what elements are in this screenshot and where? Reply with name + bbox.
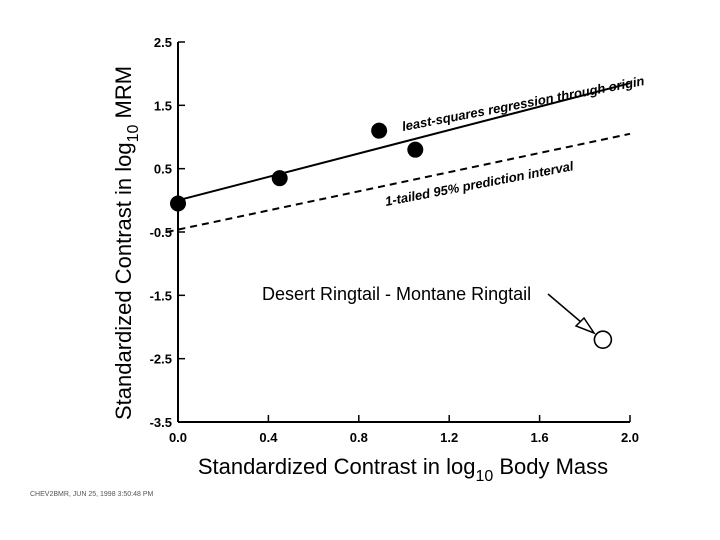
- outlier-label: Desert Ringtail - Montane Ringtail: [262, 284, 531, 304]
- y-tick-label: -3.5: [150, 415, 172, 430]
- y-tick-label: -1.5: [150, 288, 172, 303]
- data-point: [371, 122, 388, 139]
- y-axis-title-tail: MRM: [111, 66, 136, 125]
- y-axis-title: Standardized Contrast in log10 MRM: [111, 66, 142, 420]
- data-point: [407, 141, 424, 158]
- y-axis-title-subscript: 10: [125, 125, 142, 143]
- regression-line: [177, 82, 631, 202]
- x-axis-title-subscript: 10: [475, 468, 493, 485]
- x-axis-title-tail: Body Mass: [493, 454, 608, 479]
- x-tick-label: 2.0: [621, 430, 639, 445]
- y-tick-label: -0.5: [150, 225, 172, 240]
- data-point: [170, 195, 186, 212]
- footer-stamp: CHEV2BMR, JUN 25, 1998 3:50:48 PM: [30, 491, 154, 498]
- y-tick-label: 0.5: [154, 162, 172, 177]
- x-tick-label: 0.0: [169, 430, 187, 445]
- data-point: [271, 170, 288, 187]
- prediction-interval-line: [166, 132, 631, 233]
- prediction-interval-label: 1-tailed 95% prediction interval: [384, 158, 575, 209]
- x-axis-title: Standardized Contrast in log10 Body Mass: [198, 454, 608, 485]
- x-tick-label: 0.8: [350, 430, 368, 445]
- y-tick-label: -2.5: [150, 352, 172, 367]
- outlier-point: [593, 330, 613, 349]
- tick-layer: 2.5 1.5 0.5 -0.5 -1.5 -2.5 -3.50.0 0.4 0.8 1.2 1.6…: [150, 35, 639, 445]
- x-tick-label: 0.4: [259, 430, 278, 445]
- y-tick-label: 1.5: [154, 98, 172, 113]
- regression-label: least-squares regression through origin: [401, 73, 646, 134]
- data-points: [170, 122, 613, 349]
- x-tick-label: 1.2: [440, 430, 458, 445]
- x-tick-label: 1.6: [531, 430, 549, 445]
- y-axis-title-main: Standardized Contrast in log: [111, 142, 136, 420]
- x-axis-title-main: Standardized Contrast in log: [198, 454, 476, 479]
- y-tick-label: 2.5: [154, 35, 172, 50]
- outlier-arrow: [547, 293, 596, 335]
